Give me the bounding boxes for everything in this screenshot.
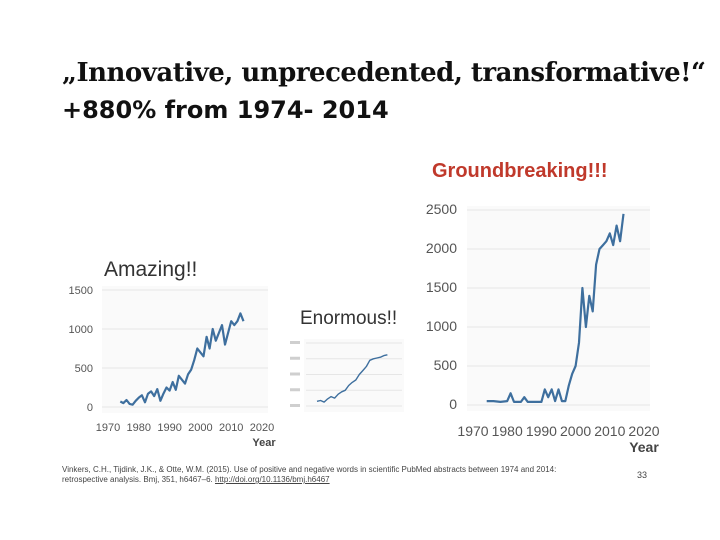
x-axis-label: Year — [252, 437, 276, 449]
x-tick-label: 1990 — [526, 423, 557, 439]
x-tick-label: 1990 — [157, 422, 181, 434]
slide-title-line2: +880% from 1974- 2014 — [62, 96, 389, 124]
x-tick-label: 2000 — [188, 422, 212, 434]
amazing-label: Amazing!! — [104, 258, 198, 281]
x-tick-label: 2020 — [628, 423, 659, 439]
y-tick-label: 500 — [75, 363, 93, 375]
x-tick-label: 2010 — [594, 423, 625, 439]
x-axis-label: Year — [629, 439, 659, 455]
citation-ref: retrospective analysis. Bmj, 351, h6467–… — [62, 475, 213, 484]
y-tick-mark — [290, 404, 300, 407]
enormous-label: Enormous!! — [300, 308, 398, 329]
plot-area-1 — [102, 286, 268, 413]
y-tick-mark — [290, 388, 300, 392]
y-tick-mark — [290, 372, 300, 376]
y-tick-mark — [290, 341, 300, 344]
series-line-3 — [486, 213, 625, 403]
y-tick-label: 2500 — [426, 201, 457, 217]
citation-line1: Vinkers, C.H., Tijdink, J.K., & Otte, W.… — [62, 465, 557, 474]
slide-title-line1: „Innovative, unprecedented, transformati… — [62, 58, 706, 88]
y-tick-label: 0 — [449, 396, 457, 412]
y-tick-label: 1500 — [69, 285, 93, 297]
citation: Vinkers, C.H., Tijdink, J.K., & Otte, W.… — [62, 465, 556, 485]
y-tick-mark — [290, 356, 300, 360]
y-tick-label: 2000 — [426, 240, 457, 256]
citation-doi-link[interactable]: http://doi.org/10.1136/bmj.h6467 — [214, 475, 330, 484]
x-tick-label: 2000 — [560, 423, 591, 439]
x-tick-label: 1970 — [96, 422, 120, 434]
x-tick-label: 1970 — [457, 423, 488, 439]
series-line-1 — [119, 312, 245, 406]
series-line-2 — [316, 354, 388, 403]
citation-line2: retrospective analysis. Bmj, 351, h6467–… — [62, 475, 556, 485]
plot-area-3 — [467, 206, 650, 411]
x-tick-label: 2010 — [219, 422, 243, 434]
y-tick-label: 1000 — [69, 324, 93, 336]
x-tick-label: 1980 — [492, 423, 523, 439]
y-tick-label: 0 — [87, 402, 93, 414]
page-number: 33 — [637, 470, 648, 480]
y-tick-label: 1500 — [426, 279, 457, 295]
x-tick-label: 2020 — [250, 422, 274, 434]
groundbreaking-label: Groundbreaking!!! — [432, 160, 608, 182]
y-tick-label: 500 — [434, 357, 458, 373]
y-tick-label: 1000 — [426, 318, 457, 334]
x-tick-label: 1980 — [127, 422, 151, 434]
